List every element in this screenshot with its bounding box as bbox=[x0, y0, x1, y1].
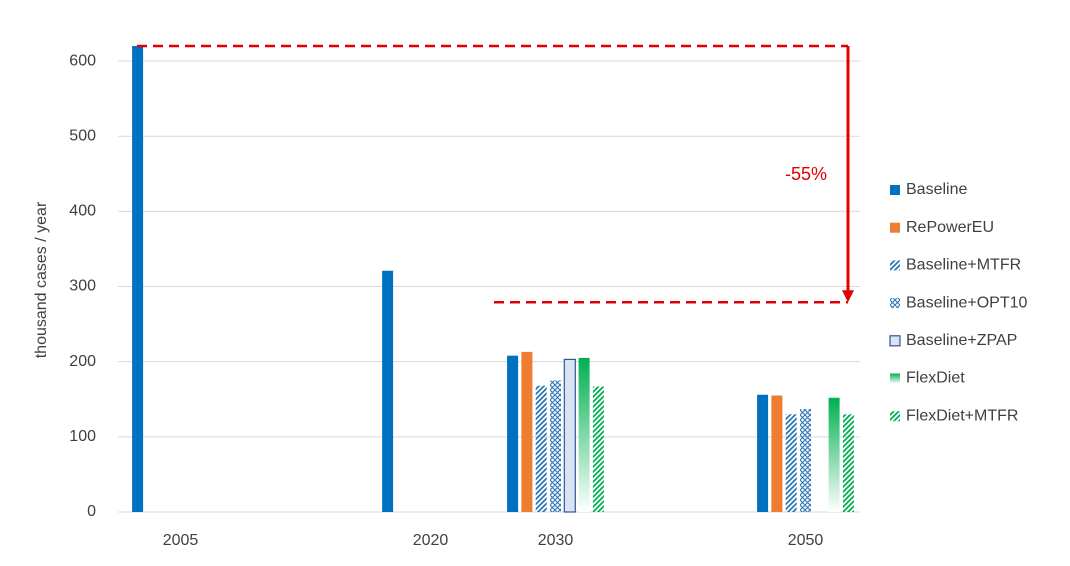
bar bbox=[132, 46, 144, 512]
x-tick-label: 2050 bbox=[788, 532, 824, 549]
legend-swatch bbox=[890, 260, 900, 271]
bar bbox=[535, 385, 547, 512]
bar bbox=[592, 386, 604, 512]
legend-label: FlexDiet bbox=[906, 370, 965, 387]
y-tick-label: 300 bbox=[69, 278, 96, 295]
y-tick-label: 600 bbox=[69, 52, 96, 69]
y-axis-label: thousand cases / year bbox=[33, 201, 50, 358]
legend-swatch bbox=[890, 222, 900, 233]
legend-label: Baseline+ZPAP bbox=[906, 332, 1017, 349]
y-tick-label: 100 bbox=[69, 428, 96, 445]
legend-swatch bbox=[889, 335, 901, 347]
bar bbox=[578, 357, 590, 512]
legend-swatch bbox=[890, 185, 900, 195]
bar bbox=[521, 351, 533, 512]
bar bbox=[563, 358, 576, 513]
legend-swatch bbox=[890, 411, 900, 422]
bar bbox=[785, 414, 797, 512]
x-tick-label: 2030 bbox=[538, 532, 574, 549]
bar bbox=[550, 380, 561, 512]
legend-label: Baseline+MTFR bbox=[906, 257, 1021, 274]
legend-label: Baseline+OPT10 bbox=[906, 294, 1028, 311]
y-tick-label: 500 bbox=[69, 127, 96, 144]
bar bbox=[757, 394, 769, 512]
bar bbox=[842, 414, 854, 512]
arrow-head bbox=[842, 290, 854, 303]
legend-label: Baseline bbox=[906, 181, 967, 198]
legend-swatch bbox=[890, 373, 900, 384]
bar bbox=[507, 355, 519, 512]
bar bbox=[382, 270, 394, 512]
x-tick-label: 2020 bbox=[413, 532, 449, 549]
legend-label: FlexDiet+MTFR bbox=[906, 407, 1018, 424]
annotation-text: -55% bbox=[785, 164, 827, 184]
x-tick-label: 2005 bbox=[163, 532, 199, 549]
bar bbox=[828, 397, 840, 512]
legend-label: RePowerEU bbox=[906, 219, 994, 236]
legend-swatch bbox=[890, 298, 900, 309]
y-tick-label: 0 bbox=[87, 503, 96, 520]
bar bbox=[800, 409, 811, 512]
y-tick-label: 200 bbox=[69, 353, 96, 370]
bar bbox=[771, 395, 783, 512]
y-tick-label: 400 bbox=[69, 203, 96, 220]
